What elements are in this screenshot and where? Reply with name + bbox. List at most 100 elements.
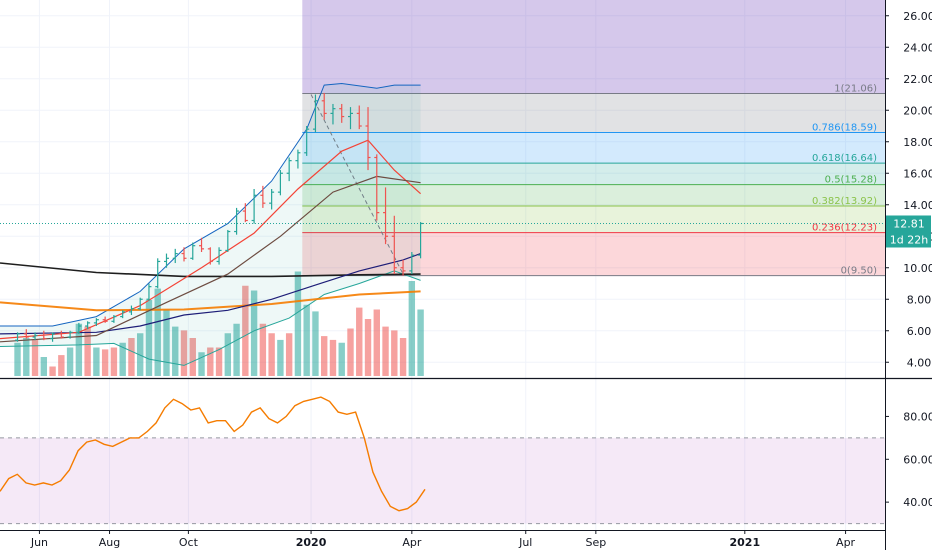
candle (374, 154, 380, 221)
candle (295, 149, 301, 169)
time-tick-label: Jul (518, 536, 532, 549)
candle (137, 297, 143, 311)
candle (365, 107, 371, 171)
candle (260, 185, 266, 208)
candle (330, 103, 336, 125)
fibonacci-layer: 1(21.06) 0.786(18.59) 0.618(16.64) 0.5(15.2… (302, 0, 885, 277)
price-tick-label: 8.00 (907, 293, 932, 306)
fib-zone (302, 132, 885, 164)
volume-bar (172, 326, 179, 376)
time-tick-label: Apr (836, 536, 856, 549)
rsi-tick-label: 60.00 (903, 453, 932, 466)
candle (163, 253, 169, 268)
volume-bar (119, 342, 126, 376)
candle (172, 248, 178, 264)
volume-bar (382, 326, 389, 376)
volume-bar (391, 330, 398, 376)
volume-bar (49, 366, 56, 376)
bollinger-layer (0, 82, 421, 366)
countdown-label: 1d 22h (890, 233, 928, 246)
fib-trend-line (310, 94, 404, 275)
volume-bar (66, 347, 74, 376)
volume-bar (329, 339, 337, 376)
volume-bar (356, 307, 363, 376)
candle (23, 329, 29, 339)
volume-bar (242, 285, 249, 376)
price-tick-label: 20.00 (903, 104, 932, 117)
candle (304, 126, 310, 156)
candle (146, 283, 152, 301)
countdown-badge (886, 231, 931, 248)
candle (15, 332, 21, 342)
candle (225, 229, 231, 252)
background-layer (0, 0, 885, 530)
fib-extension-zone (302, 0, 885, 94)
fib-zone (302, 163, 885, 185)
volume-bar (128, 338, 135, 376)
moving-average-line (0, 290, 421, 312)
price-tick-label: 22.00 (903, 73, 932, 86)
volume-bar (93, 347, 100, 376)
volume-bar (145, 300, 153, 376)
last-price-label: 12.81 (893, 217, 925, 230)
volume-bar (207, 347, 214, 376)
candle (216, 247, 222, 265)
fib-level-label: 0.786(18.59) (812, 122, 877, 133)
volume-bar (277, 339, 284, 376)
fib-zone (302, 206, 885, 233)
candle (409, 252, 415, 275)
volume-bar (285, 333, 293, 376)
candle (93, 318, 99, 327)
volume-bar (215, 347, 223, 376)
fib-level-label: 0.618(16.64) (812, 153, 877, 164)
rsi-line (0, 396, 426, 512)
volume-bar (347, 328, 354, 376)
candle (277, 170, 283, 196)
price-tick-label: 6.00 (907, 325, 932, 338)
fib-zone (302, 184, 885, 207)
volume-bar (303, 304, 310, 376)
volume-bar (233, 323, 240, 376)
volume-bar (31, 339, 39, 376)
candle (111, 315, 117, 323)
moving-average-line (0, 175, 421, 343)
volume-bar (250, 290, 258, 376)
candle (400, 259, 406, 276)
volume-bar (58, 355, 65, 376)
candle (76, 322, 82, 334)
candle (242, 203, 248, 223)
candles-layer (0, 92, 885, 342)
volume-bar (198, 352, 205, 376)
volume-bar (163, 309, 170, 376)
volume-bar (23, 338, 30, 376)
candle (32, 332, 38, 341)
rsi-layer (0, 396, 885, 525)
candle (190, 242, 196, 260)
volume-bar (84, 326, 91, 376)
moving-average-line (0, 139, 422, 340)
candle (58, 330, 64, 339)
candle (50, 332, 56, 342)
volume-bar (399, 338, 407, 376)
volume-bar (312, 311, 319, 376)
time-tick-label: 2020 (296, 536, 327, 549)
candle (199, 237, 205, 252)
bollinger-upper-line (0, 82, 421, 327)
volume-bar (224, 333, 232, 376)
time-tick-label: Apr (402, 536, 422, 549)
price-tick-label: 24.00 (903, 41, 932, 54)
candle (321, 92, 327, 120)
last-price-badge (886, 215, 931, 232)
fib-level-label: 0.5(15.28) (825, 175, 877, 186)
volume-bar (189, 338, 196, 376)
price-tick-label: 16.00 (903, 167, 932, 180)
candle (251, 189, 257, 224)
candle (67, 330, 73, 339)
volume-bar (101, 349, 109, 376)
bollinger-fill (0, 83, 421, 366)
rsi-tick-label: 80.00 (903, 410, 932, 423)
price-tick-label: 26.00 (903, 10, 932, 23)
volume-bar (294, 271, 302, 376)
volume-bar (14, 342, 21, 376)
